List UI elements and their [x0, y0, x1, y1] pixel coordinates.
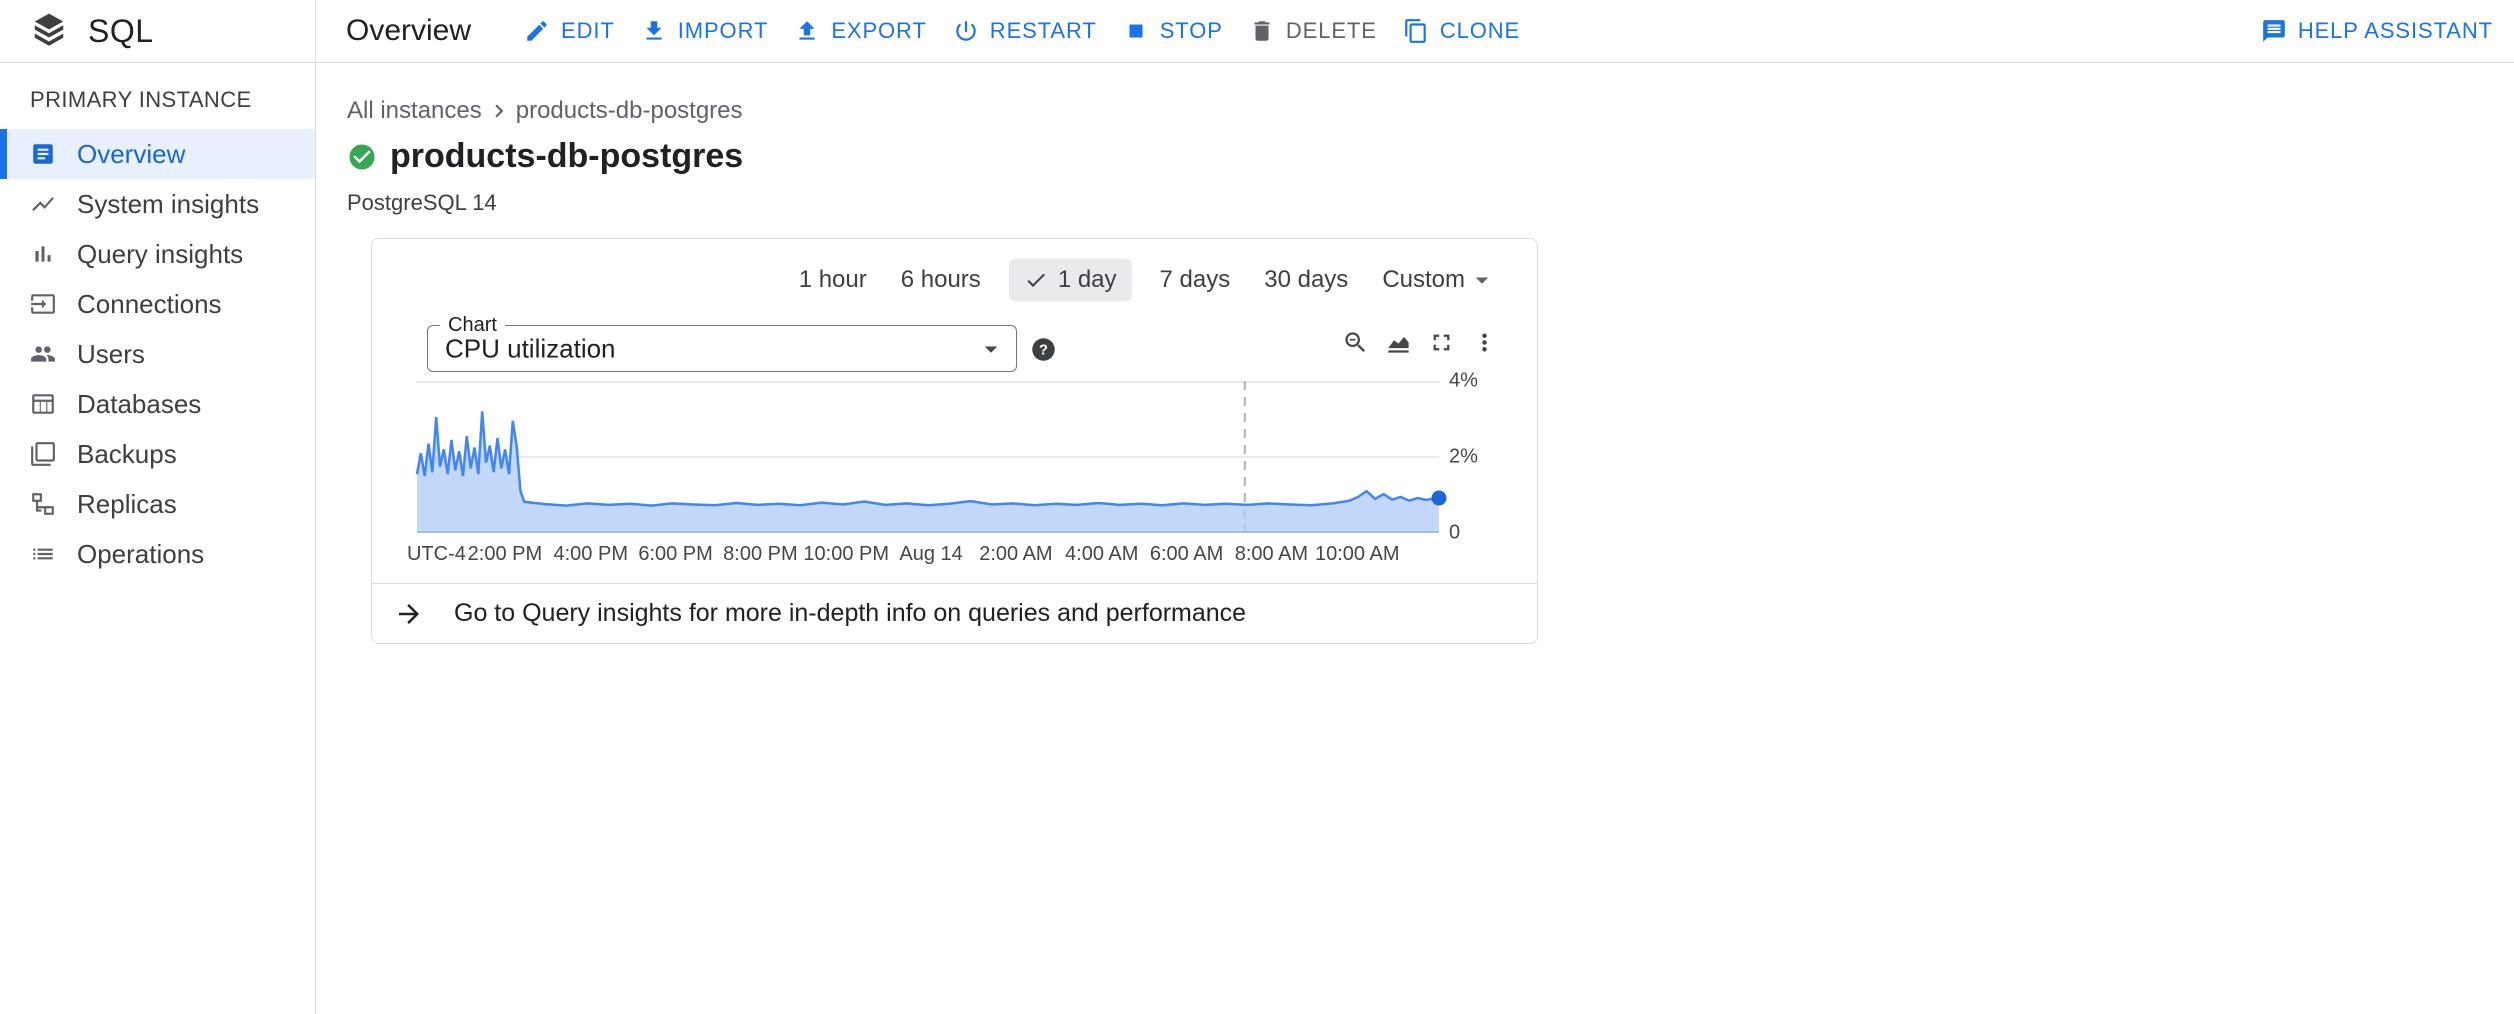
- restart-button[interactable]: RESTART: [940, 8, 1110, 54]
- connections-icon: [30, 291, 56, 317]
- export-icon: [794, 18, 820, 44]
- sidebar-item-users[interactable]: Users: [0, 329, 315, 379]
- metrics-card: 1 hour 6 hours 1 day 7 days 30 days Cust…: [371, 238, 1538, 644]
- time-range-selector: 1 hour 6 hours 1 day 7 days 30 days Cust…: [799, 259, 1497, 301]
- sidebar-heading: PRIMARY INSTANCE: [30, 87, 252, 112]
- time-range-1-hour[interactable]: 1 hour: [798, 266, 867, 293]
- breadcrumb: All instances products-db-postgres: [347, 97, 2514, 125]
- replicas-icon: [30, 491, 56, 517]
- help-assistant-button[interactable]: HELP ASSISTANT: [2248, 8, 2506, 54]
- chart-type-icon[interactable]: [1383, 327, 1413, 357]
- x-axis-tick: 8:00 PM: [723, 543, 798, 565]
- zoom-reset-icon[interactable]: [1340, 327, 1370, 357]
- edit-button[interactable]: EDIT: [511, 8, 628, 54]
- sidebar-item-operations[interactable]: Operations: [0, 529, 315, 579]
- x-axis-tick: 10:00 AM: [1314, 543, 1400, 565]
- time-range-custom[interactable]: Custom: [1382, 265, 1497, 295]
- breadcrumb-all-instances[interactable]: All instances: [347, 97, 482, 124]
- chart-x-axis: UTC-4 2:00 PM 4:00 PM 6:00 PM 8:00 PM 10:00 P…: [407, 543, 1439, 569]
- check-icon: [1024, 268, 1048, 292]
- time-range-30-days[interactable]: 30 days: [1264, 266, 1349, 293]
- sidebar-item-overview[interactable]: Overview: [0, 129, 315, 179]
- delete-button[interactable]: DELETE: [1236, 8, 1390, 54]
- x-axis-tick: 2:00 AM: [979, 543, 1053, 565]
- card-divider: [372, 583, 1537, 584]
- dropdown-arrow-icon: [976, 334, 1006, 364]
- breadcrumb-current: products-db-postgres: [515, 97, 743, 124]
- export-button[interactable]: EXPORT: [781, 8, 939, 54]
- clone-icon: [1403, 18, 1429, 44]
- time-range-7-days[interactable]: 7 days: [1159, 266, 1231, 293]
- system-insights-icon: [30, 191, 56, 217]
- dropdown-arrow-icon: [1467, 265, 1497, 295]
- x-axis-tick: UTC-4: [406, 543, 466, 565]
- sidebar-item-connections[interactable]: Connections: [0, 279, 315, 329]
- query-insights-link[interactable]: Go to Query insights for more in-depth i…: [372, 584, 1537, 643]
- x-axis-tick: 6:00 PM: [638, 543, 713, 565]
- time-range-1-day-selected[interactable]: 1 day: [1008, 259, 1132, 301]
- cpu-utilization-chart[interactable]: [415, 381, 1447, 533]
- chart-y-axis: 4% 2% 0: [1449, 370, 1519, 544]
- chart-select-label: Chart: [440, 314, 505, 337]
- query-insights-link-text: Go to Query insights for more in-depth i…: [454, 599, 1247, 627]
- x-axis-tick: 4:00 PM: [553, 543, 628, 565]
- instance-title-row: products-db-postgres: [347, 137, 2514, 176]
- sidebar-item-backups[interactable]: Backups: [0, 429, 315, 479]
- fullscreen-icon[interactable]: [1426, 327, 1456, 357]
- databases-icon: [30, 391, 56, 417]
- x-axis-tick: 8:00 AM: [1234, 543, 1309, 565]
- product-name: SQL: [88, 12, 154, 49]
- cloud-sql-logo[interactable]: SQL: [0, 0, 316, 62]
- x-axis-tick: 4:00 AM: [1065, 543, 1139, 565]
- backups-icon: [30, 441, 56, 467]
- operations-icon: [30, 541, 56, 567]
- x-axis-tick: Aug 14: [899, 543, 963, 565]
- stop-button[interactable]: STOP: [1110, 8, 1236, 54]
- edit-icon: [524, 18, 550, 44]
- cloud-sql-icon: [30, 12, 68, 50]
- arrow-forward-icon: [394, 599, 424, 629]
- status-healthy-icon: [347, 142, 377, 172]
- sidebar-item-system-insights[interactable]: System insights: [0, 179, 315, 229]
- chart-toolbar: [1340, 327, 1499, 357]
- clone-button[interactable]: CLONE: [1390, 8, 1533, 54]
- chevron-right-icon: [486, 98, 512, 124]
- help-icon[interactable]: ?: [1030, 336, 1057, 363]
- sidebar-item-query-insights[interactable]: Query insights: [0, 229, 315, 279]
- svg-text:?: ?: [1039, 343, 1048, 359]
- y-axis-tick: 2%: [1449, 445, 1478, 468]
- restart-icon: [953, 18, 979, 44]
- query-insights-icon: [30, 241, 56, 267]
- y-axis-tick: 0: [1449, 521, 1461, 544]
- stop-icon: [1123, 18, 1149, 44]
- sidebar-item-databases[interactable]: Databases: [0, 379, 315, 429]
- page-title: Overview: [346, 14, 472, 47]
- sidebar: PRIMARY INSTANCE Overview System insight…: [0, 63, 316, 1014]
- more-options-icon[interactable]: [1469, 327, 1499, 357]
- x-axis-tick: 6:00 AM: [1149, 543, 1224, 565]
- instance-action-toolbar: EDIT IMPORT EXPORT RESTART STOP DELETE C…: [511, 8, 2514, 54]
- overview-icon: [30, 141, 56, 167]
- x-axis-tick: 2:00 PM: [467, 543, 543, 565]
- sidebar-item-replicas[interactable]: Replicas: [0, 479, 315, 529]
- x-axis-tick: 10:00 PM: [803, 543, 890, 565]
- time-range-6-hours[interactable]: 6 hours: [900, 266, 981, 293]
- y-axis-tick: 4%: [1449, 369, 1478, 392]
- instance-name: products-db-postgres: [390, 137, 744, 175]
- chart-metric-select[interactable]: Chart CPU utilization: [427, 314, 1017, 372]
- help-assistant-icon: [2261, 18, 2287, 44]
- sidebar-nav: Overview System insights Query insights …: [0, 129, 315, 579]
- topbar: SQL Overview EDIT IMPORT EXPORT RESTART …: [0, 0, 2514, 63]
- delete-icon: [1249, 18, 1275, 44]
- chart-select-value: CPU utilization: [445, 333, 616, 363]
- import-icon: [641, 18, 667, 44]
- database-version: PostgreSQL 14: [347, 190, 497, 215]
- import-button[interactable]: IMPORT: [628, 8, 782, 54]
- main-content: All instances products-db-postgres produ…: [317, 63, 2514, 1014]
- users-icon: [30, 341, 56, 367]
